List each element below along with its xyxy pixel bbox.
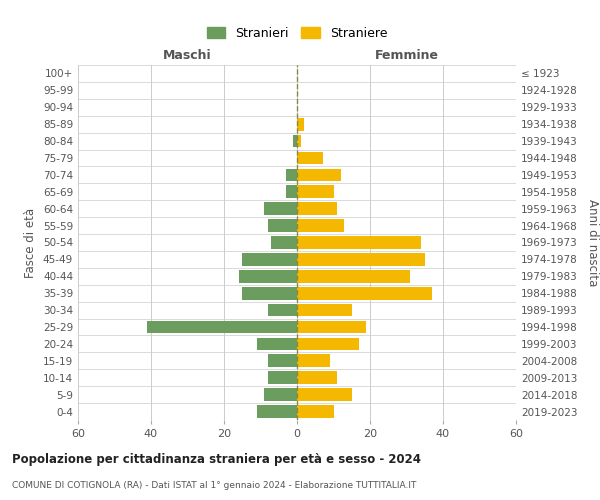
Bar (268, 372, 297, 384)
Bar (257, 405, 297, 418)
Bar (297, 405, 334, 418)
Text: Popolazione per cittadinanza straniera per età e sesso - 2024: Popolazione per cittadinanza straniera p… (12, 452, 421, 466)
Bar (297, 338, 359, 350)
Bar (242, 253, 297, 266)
Bar (297, 186, 334, 198)
Bar (264, 202, 297, 215)
Bar (297, 134, 301, 147)
Bar (268, 354, 297, 367)
Bar (148, 320, 297, 334)
Bar (297, 236, 421, 249)
Bar (297, 354, 330, 367)
Bar (297, 118, 304, 130)
Bar (268, 304, 297, 316)
Bar (297, 304, 352, 316)
Bar (286, 168, 297, 181)
Bar (297, 287, 432, 300)
Bar (268, 220, 297, 232)
Y-axis label: Anni di nascita: Anni di nascita (586, 199, 599, 286)
Y-axis label: Fasce di età: Fasce di età (25, 208, 37, 278)
Bar (286, 186, 297, 198)
Bar (297, 220, 344, 232)
Text: Maschi: Maschi (163, 48, 212, 62)
Bar (297, 320, 367, 334)
Bar (297, 168, 341, 181)
Bar (242, 287, 297, 300)
Legend: Stranieri, Straniere: Stranieri, Straniere (202, 22, 392, 44)
Bar (271, 236, 297, 249)
Bar (257, 338, 297, 350)
Bar (297, 388, 352, 401)
Bar (297, 152, 323, 164)
Bar (239, 270, 297, 282)
Bar (297, 270, 410, 282)
Bar (297, 253, 425, 266)
Bar (264, 388, 297, 401)
Text: Femmine: Femmine (374, 48, 439, 62)
Bar (297, 372, 337, 384)
Bar (293, 134, 297, 147)
Bar (297, 202, 337, 215)
Text: COMUNE DI COTIGNOLA (RA) - Dati ISTAT al 1° gennaio 2024 - Elaborazione TUTTITAL: COMUNE DI COTIGNOLA (RA) - Dati ISTAT al… (12, 480, 416, 490)
